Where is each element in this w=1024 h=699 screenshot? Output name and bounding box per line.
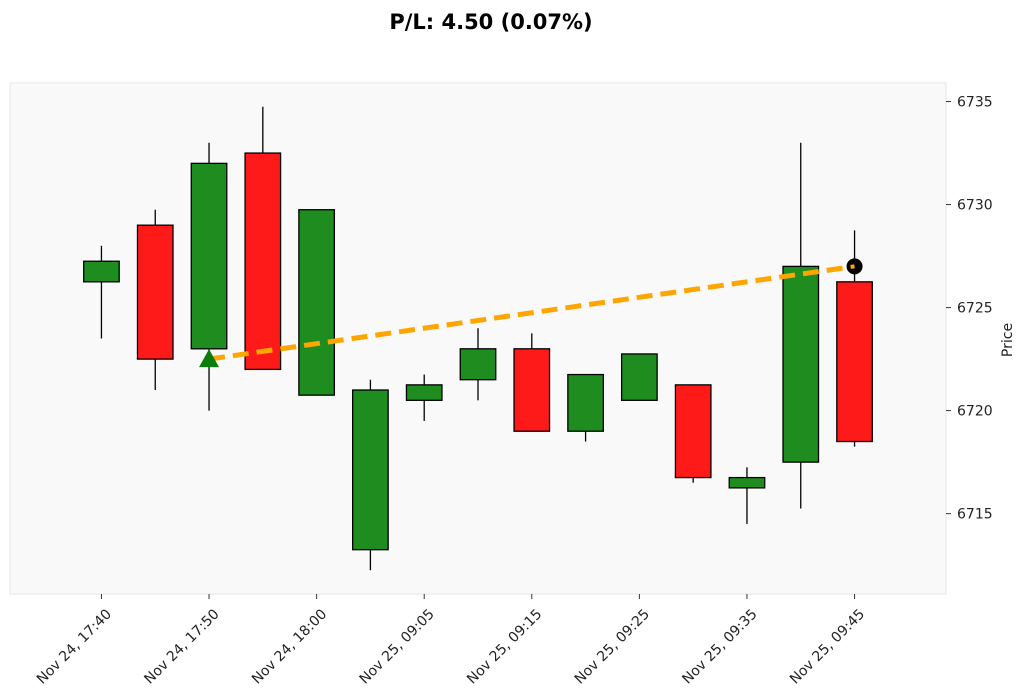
candle-body-down: [244, 152, 282, 371]
candle-body-down: [674, 384, 712, 479]
candle-body-up: [459, 348, 497, 381]
y-tick-label: 6730: [957, 198, 993, 214]
x-tick-label: Nov 24, 17:50: [141, 606, 222, 687]
x-tick-label: Nov 25, 09:45: [787, 606, 868, 687]
candle-body-up: [298, 209, 336, 396]
candle-body-down: [836, 281, 873, 443]
x-tick-label: Nov 25, 09:15: [464, 606, 545, 687]
y-tick-label: 6725: [957, 301, 993, 317]
entry-marker-triangle-icon: [199, 349, 220, 368]
y-tick-label: 6720: [957, 404, 993, 420]
x-tick-label: Nov 25, 09:35: [679, 606, 760, 687]
candle-body-up: [567, 373, 604, 432]
candle-body-up: [405, 384, 443, 401]
y-tick-label: 6715: [957, 507, 993, 523]
candle-body-up: [728, 476, 766, 489]
candle-body-up: [352, 389, 389, 551]
y-tick-label: 6735: [957, 95, 993, 111]
candle-body-up: [620, 353, 658, 401]
x-tick-label: Nov 24, 18:00: [249, 606, 330, 687]
y-axis-label: Price: [1000, 323, 1016, 357]
x-tick-label: Nov 25, 09:05: [357, 606, 438, 687]
candle-body-up: [190, 162, 228, 350]
chart-title: P/L: 4.50 (0.07%): [389, 10, 592, 34]
trade-line: [208, 263, 855, 362]
x-tick-label: Nov 24, 17:40: [34, 606, 115, 687]
trade-line-end: [850, 264, 855, 269]
candle-body-down: [513, 348, 551, 432]
candle-body-up: [83, 260, 120, 283]
x-tick-label: Nov 25, 09:25: [572, 606, 653, 687]
candle-body-down: [136, 224, 174, 360]
candle-body-up: [782, 265, 820, 463]
